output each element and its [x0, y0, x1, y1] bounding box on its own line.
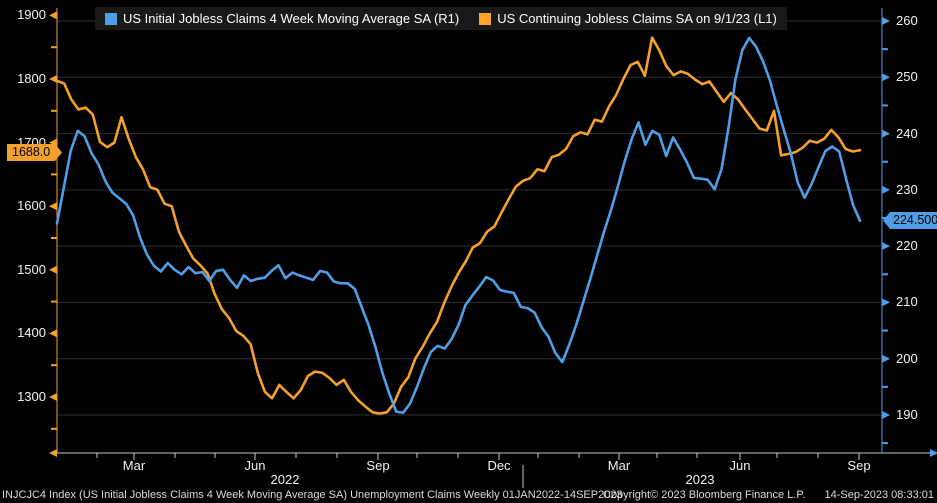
right-axis-tick-arrow-icon	[882, 411, 890, 419]
left-axis-tick-arrow-icon	[49, 75, 57, 83]
footer-bar: INJCJC4 Index (US Initial Jobless Claims…	[0, 488, 937, 503]
right-axis-tick-label: 190	[896, 407, 918, 422]
left-axis-tick-label: 1400	[17, 325, 46, 341]
left-axis-tick-arrow-icon	[49, 393, 57, 401]
footer-copyright: Copyright© 2023 Bloomberg Finance L.P.	[603, 489, 806, 501]
x-axis-end-arrow-icon	[930, 449, 937, 457]
x-axis-month-label: Dec	[487, 458, 511, 473]
right-axis-tick-arrow-icon	[882, 354, 890, 363]
right-axis-tick-label: 220	[896, 238, 918, 254]
year-label-2022: 2022	[270, 472, 300, 487]
continuing-claims-line[interactable]	[55, 36, 862, 415]
right-axis-tick-arrow-icon	[882, 242, 890, 251]
left-axis-tick-label: 1900	[17, 7, 46, 23]
left-axis-tick-label: 1600	[17, 198, 46, 214]
left-axis-tick-label: 1500	[17, 261, 46, 277]
right-axis-tick-arrow-icon	[882, 17, 890, 25]
legend-label: US Continuing Jobless Claims SA on 9/1/2…	[497, 11, 777, 26]
x-axis-month-label: Mar	[607, 458, 631, 473]
x-axis-month-label: Sep	[847, 458, 871, 473]
year-label-2023: 2023	[685, 472, 715, 487]
initial-claims-ma-line[interactable]	[55, 36, 862, 415]
right-axis-tick-arrow-icon	[882, 129, 890, 138]
right-axis-tick-arrow-icon	[882, 73, 890, 82]
footer-timestamp: 14-Sep-2023 08:33:01	[824, 489, 934, 501]
footer-security-description: INJCJC4 Index (US Initial Jobless Claims…	[2, 489, 623, 501]
legend-item-initial-claims[interactable]: US Initial Jobless Claims 4 Week Moving …	[105, 11, 459, 26]
x-axis-month-label: Mar	[122, 458, 146, 473]
blue-series-swatch-icon	[105, 12, 117, 25]
x-axis-month-label: Jun	[244, 458, 266, 473]
left-axis-tick-arrow-icon	[49, 329, 57, 338]
left-axis-tick-arrow-icon	[49, 11, 57, 20]
right-axis-tick-label: 200	[896, 350, 918, 366]
left-axis-tick-label: 1800	[17, 71, 46, 86]
right-axis-tick-label: 230	[896, 181, 918, 197]
right-axis-tick-label: 240	[896, 125, 918, 141]
orange-series-swatch-icon	[479, 12, 492, 25]
right-axis-tick-label: 260	[896, 13, 918, 28]
x-axis-month-label: Jun	[729, 458, 751, 473]
left-axis-tick-label: 1300	[17, 389, 46, 404]
right-axis-tick-arrow-icon	[882, 298, 890, 307]
left-axis-tick-arrow-icon	[49, 202, 57, 211]
legend-item-continuing-claims[interactable]: US Continuing Jobless Claims SA on 9/1/2…	[479, 11, 777, 26]
legend-label: US Initial Jobless Claims 4 Week Moving …	[123, 11, 460, 26]
right-axis-last-value-badge: 224.500	[883, 212, 937, 229]
legend: US Initial Jobless Claims 4 Week Moving …	[95, 7, 787, 30]
left-axis-last-value-badge: 1688.0	[7, 144, 62, 161]
right-axis-tick-label: 210	[896, 294, 918, 310]
left-axis-tick-arrow-icon	[49, 265, 57, 274]
right-axis-tick-arrow-icon	[882, 185, 890, 194]
right-axis-tick-label: 250	[896, 69, 918, 85]
x-axis-start-arrow-icon	[49, 449, 57, 457]
x-axis-month-label: Sep	[366, 458, 390, 473]
